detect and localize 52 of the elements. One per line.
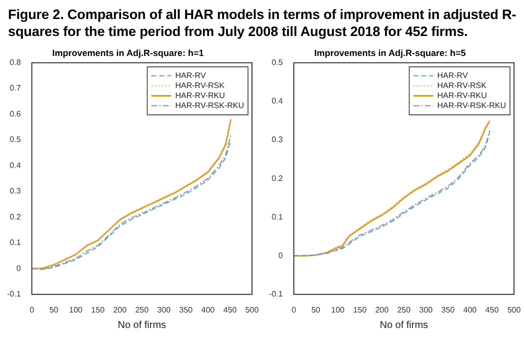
x-tick-label: 350 [441,305,456,314]
y-tick-label: 0.1 [272,212,284,222]
y-tick-label: 0.5 [10,135,22,144]
y-tick-label: 0.3 [272,135,284,144]
y-tick-label: 0.8 [10,58,22,68]
x-tick-label: 300 [419,305,434,314]
x-tick-label: 150 [91,305,106,314]
x-tick-label: 50 [49,305,59,314]
x-tick-label: 250 [135,305,150,314]
legend-label: HAR-RV-RSK [437,81,488,90]
caption: Figure 2. Comparison of all HAR models in terms of improvement in adjusted R-squares for the time period from July 2008 till August 2018 for 452 firms. [8,6,518,40]
x-axis-title: No of firms [380,320,428,331]
x-tick-label: 0 [30,305,35,314]
x-tick-label: 0 [292,305,297,314]
y-tick-label: 0.5 [272,58,284,68]
x-tick-label: 400 [201,305,216,314]
legend-label: HAR-RV-RSK [175,81,226,90]
legend-label: HAR-RV-RSK-RKU [175,101,244,110]
y-tick-label: 0.6 [10,109,22,118]
y-tick-label: 0.4 [272,96,284,106]
chart-title: Improvements in Adj.R-square: h=1 [52,48,204,58]
x-tick-label: 150 [353,305,368,314]
y-tick-label: 0 [278,251,284,260]
y-tick-label: -0.1 [6,290,22,299]
x-tick-label: 500 [507,305,522,314]
y-tick-label: -0.1 [268,290,284,299]
y-tick-label: 0.3 [10,186,22,196]
legend-label: HAR-RV [175,71,206,80]
x-tick-label: 300 [157,305,172,314]
y-tick-label: 0 [16,264,22,273]
x-tick-label: 400 [463,305,478,314]
x-tick-label: 200 [375,305,390,314]
legend-label: HAR-RV-RKU [175,91,226,100]
x-tick-label: 450 [485,305,500,314]
x-tick-label: 200 [113,305,128,314]
x-tick-label: 450 [223,305,238,314]
y-tick-label: 0.7 [10,84,22,93]
x-tick-label: 350 [179,305,194,314]
x-tick-label: 500 [245,305,260,314]
x-tick-label: 50 [311,305,321,314]
legend-label: HAR-RV [437,71,468,80]
x-tick-label: 100 [331,305,346,314]
chart-title: Improvements in Adj.R-square: h=5 [314,48,466,58]
y-tick-label: 0.4 [10,160,22,170]
y-tick-label: 0.2 [272,174,284,183]
x-tick-label: 250 [397,305,412,314]
x-axis-title: No of firms [118,320,166,331]
x-tick-label: 100 [69,305,84,314]
legend-label: HAR-RV-RSK-RKU [437,101,506,110]
y-tick-label: 0.1 [10,238,22,248]
y-tick-label: 0.2 [10,212,22,222]
legend-label: HAR-RV-RKU [437,91,488,100]
